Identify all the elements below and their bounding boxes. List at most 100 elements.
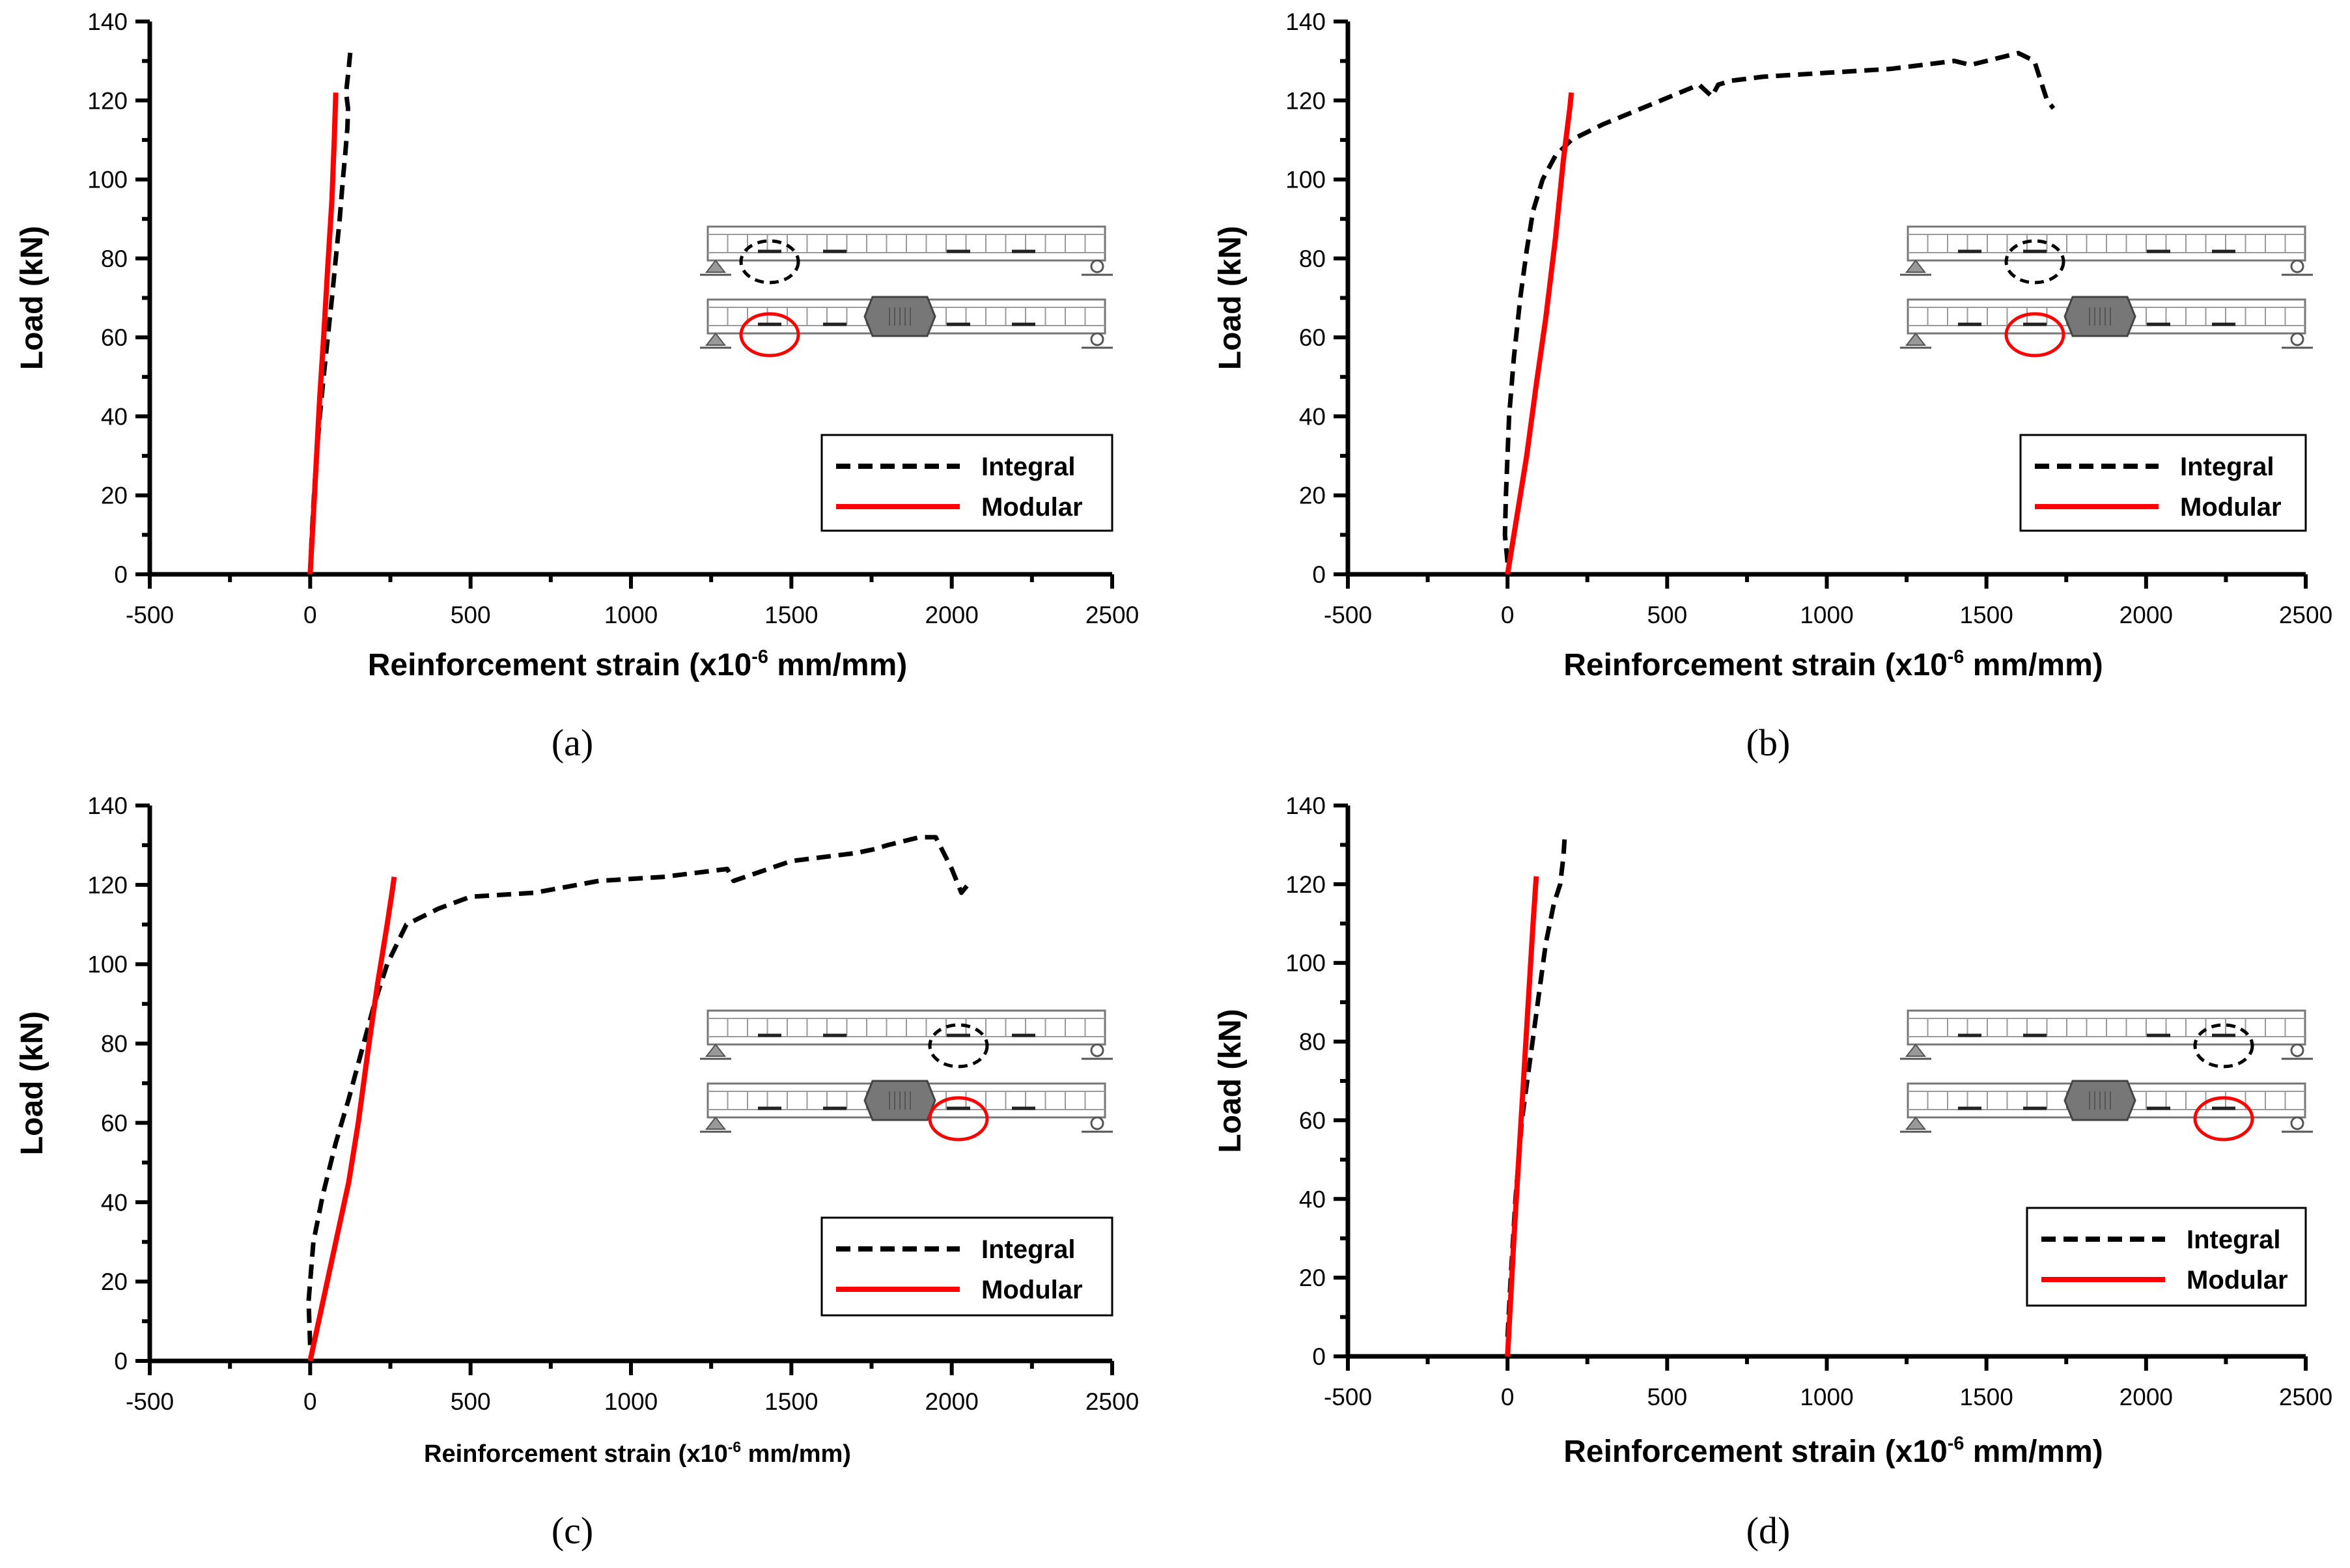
y-tick-label: 40 xyxy=(1299,1186,1326,1212)
series-line-modular xyxy=(307,876,397,1362)
legend-box xyxy=(820,1216,1113,1317)
inset-roller-support xyxy=(2290,1043,2304,1057)
y-tick-label: 60 xyxy=(1299,324,1326,351)
x-tick-label: 500 xyxy=(1647,602,1687,628)
inset-integral-highlight xyxy=(2193,1023,2254,1069)
inset-integral-highlight xyxy=(928,1023,989,1069)
y-tick-label: 140 xyxy=(1285,8,1326,35)
inset-modular-highlight xyxy=(2193,1096,2254,1141)
x-tick-label: 2000 xyxy=(925,1388,979,1415)
series-line-modular xyxy=(1505,876,1539,1357)
y-axis-title: Load (kN) xyxy=(1213,1009,1248,1153)
inset-integral-highlight xyxy=(739,239,800,285)
y-tick-label: 20 xyxy=(101,483,128,509)
y-tick-label: 140 xyxy=(87,8,128,35)
legend-box xyxy=(2026,1207,2307,1307)
x-tick-label: 1500 xyxy=(764,602,818,628)
inset-roller-support xyxy=(1090,1043,1104,1057)
panel-label: (c) xyxy=(552,1509,593,1552)
legend-label-integral: Integral xyxy=(2180,453,2274,481)
y-axis-title: Load (kN) xyxy=(1213,226,1248,370)
y-tick-label: 80 xyxy=(101,245,128,272)
y-tick-label: 40 xyxy=(101,1189,128,1216)
x-axis-title: Reinforcement strain (x10-6 mm/mm) xyxy=(424,1438,851,1468)
x-tick-label: -500 xyxy=(1324,1384,1372,1410)
y-tick-label: 100 xyxy=(87,951,128,978)
y-tick-label: 100 xyxy=(1285,950,1326,977)
chart-panel-c: -500 0 500 1000 1500 2000 2500 0 20 40 60 80 100 120 1… xyxy=(15,792,1139,1552)
x-tick-label: 0 xyxy=(303,602,317,628)
inset-roller-support xyxy=(1090,332,1104,346)
x-tick-label: 1000 xyxy=(604,1388,658,1415)
legend-label-modular: Modular xyxy=(2180,493,2282,522)
inset-modular-highlight xyxy=(928,1096,989,1141)
y-tick-label: 60 xyxy=(101,324,128,351)
legend: Integral Modular xyxy=(820,1216,1113,1317)
x-tick-label: 1000 xyxy=(1800,1384,1853,1410)
y-tick-label: 20 xyxy=(1299,483,1326,509)
x-tick-label: 1000 xyxy=(604,602,658,628)
inset-roller-support xyxy=(1090,259,1104,273)
chart-panel-b: -500 0 500 1000 1500 2000 2500 0 20 40 60 80 100 120 1… xyxy=(1213,8,2332,764)
x-tick-label: 500 xyxy=(451,602,491,628)
x-tick-label: 2000 xyxy=(2119,602,2173,628)
inset-pin-support xyxy=(1905,1043,1927,1057)
y-tick-label: 80 xyxy=(1299,1029,1326,1056)
beam-inset-diagram xyxy=(1900,1009,2313,1141)
x-tick-label: 2500 xyxy=(1085,602,1139,628)
inset-roller-support xyxy=(1090,1116,1104,1130)
legend-box xyxy=(2019,434,2307,532)
beam-inset-diagram xyxy=(700,225,1113,357)
inset-roller-support xyxy=(2290,259,2304,273)
y-tick-label: 0 xyxy=(1312,1343,1326,1370)
x-axis-title: Reinforcement strain (x10-6 mm/mm) xyxy=(1563,647,2103,682)
inset-modular-highlight xyxy=(2004,312,2065,357)
chart-panel-a: -500 0 500 1000 1500 2000 2500 0 20 40 60 80 100 120 1… xyxy=(15,8,1139,764)
legend: Integral Modular xyxy=(2026,1207,2307,1307)
y-tick-label: 80 xyxy=(1299,245,1326,272)
x-tick-label: 0 xyxy=(1501,602,1515,628)
x-tick-label: 1500 xyxy=(764,1388,818,1415)
x-tick-label: 1500 xyxy=(1960,602,2013,628)
x-tick-label: -500 xyxy=(126,1388,174,1415)
inset-pin-support xyxy=(705,1043,727,1057)
y-tick-label: 120 xyxy=(1285,87,1326,114)
x-tick-label: 500 xyxy=(1647,1384,1687,1410)
inset-modular-highlight xyxy=(739,312,800,357)
series-line-modular xyxy=(307,92,339,575)
x-axis-title: Reinforcement strain (x10-6 mm/mm) xyxy=(368,647,908,682)
x-tick-label: 1500 xyxy=(1960,1384,2013,1410)
y-tick-label: 60 xyxy=(1299,1107,1326,1134)
y-tick-label: 40 xyxy=(1299,403,1326,430)
x-tick-label: 2000 xyxy=(2119,1384,2173,1410)
y-tick-label: 140 xyxy=(1285,792,1326,819)
x-tick-label: 500 xyxy=(451,1388,491,1415)
inset-pin-support xyxy=(1905,259,1927,273)
inset-roller-support xyxy=(2290,1116,2304,1130)
y-tick-label: 100 xyxy=(87,167,128,193)
y-tick-label: 20 xyxy=(101,1268,128,1295)
y-axis-title: Load (kN) xyxy=(15,226,49,370)
legend-box xyxy=(820,434,1113,532)
y-tick-label: 20 xyxy=(1299,1265,1326,1291)
x-tick-label: 2500 xyxy=(2279,1384,2332,1410)
y-tick-label: 60 xyxy=(101,1110,128,1136)
series-line-integral xyxy=(307,49,353,575)
y-tick-label: 80 xyxy=(101,1031,128,1057)
x-axis-title: Reinforcement strain (x10-6 mm/mm) xyxy=(1563,1433,2103,1469)
y-tick-label: 140 xyxy=(87,792,128,819)
x-tick-label: 2500 xyxy=(2279,602,2332,628)
x-tick-label: 2500 xyxy=(1085,1388,1139,1415)
x-tick-label: 2000 xyxy=(925,602,979,628)
y-tick-label: 0 xyxy=(1312,561,1326,588)
x-tick-label: 0 xyxy=(1501,1384,1515,1410)
x-tick-label: -500 xyxy=(1324,602,1372,628)
beam-inset-diagram xyxy=(700,1009,1113,1141)
y-tick-label: 0 xyxy=(114,1348,128,1375)
legend-label-integral: Integral xyxy=(981,453,1075,481)
y-tick-label: 100 xyxy=(1285,167,1326,193)
inset-pin-support xyxy=(705,332,727,346)
legend: Integral Modular xyxy=(820,434,1113,532)
inset-roller-support xyxy=(2290,332,2304,346)
legend: Integral Modular xyxy=(2019,434,2307,532)
